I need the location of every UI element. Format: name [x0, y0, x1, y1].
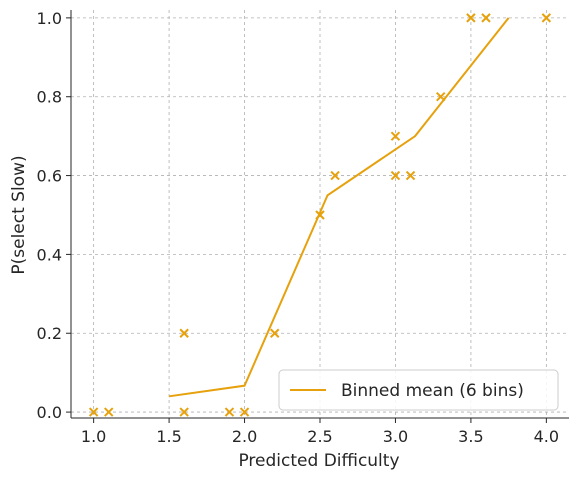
y-axis-title: P(select Slow) [9, 155, 29, 274]
x-tick-label: 4.0 [534, 427, 559, 446]
x-tick-label: 2.5 [307, 427, 332, 446]
scatter-point [88, 407, 99, 417]
scatter-point [405, 170, 416, 181]
scatter-point [541, 13, 552, 23]
scatter-point [270, 328, 280, 338]
scatter-point [390, 170, 401, 181]
y-tick-label: 0.2 [37, 324, 62, 343]
y-tick-label: 0.8 [37, 88, 62, 107]
y-tick-label: 1.0 [37, 9, 62, 28]
x-tick-label: 2.0 [232, 427, 257, 446]
scatter-point [239, 407, 250, 417]
x-tick-label: 1.0 [81, 427, 106, 446]
scatter-point [104, 407, 114, 417]
scatter-point [179, 328, 189, 338]
scatter-point [224, 407, 235, 417]
y-tick-label: 0.6 [37, 167, 62, 186]
legend-label: Binned mean (6 bins) [341, 381, 524, 401]
scatter-point [179, 407, 189, 417]
x-tick-label: 3.5 [458, 427, 483, 446]
y-tick-label: 0.4 [37, 245, 62, 264]
legend-box [278, 369, 559, 411]
scatter-point [466, 13, 476, 23]
x-tick-label: 1.5 [156, 427, 181, 446]
binned-mean-line [168, 17, 510, 398]
scatter-point [390, 131, 401, 141]
legend: Binned mean (6 bins) [278, 369, 559, 411]
x-tick-label: 3.0 [383, 427, 408, 446]
x-axis-title: Predicted Difficulty [238, 451, 399, 471]
ticks: 1.0 1.5 2.0 2.5 3.0 3.5 4.0 0.0 0.2 0.4 0.6 0.8 1.0 [37, 9, 560, 446]
scatter-point [481, 13, 491, 23]
scatter-point [315, 210, 325, 220]
binned-mean-series [168, 17, 510, 398]
y-tick-label: 0.0 [37, 403, 62, 422]
scatter-point [436, 92, 446, 102]
scatter-points [88, 13, 552, 417]
scatter-point [330, 170, 340, 181]
